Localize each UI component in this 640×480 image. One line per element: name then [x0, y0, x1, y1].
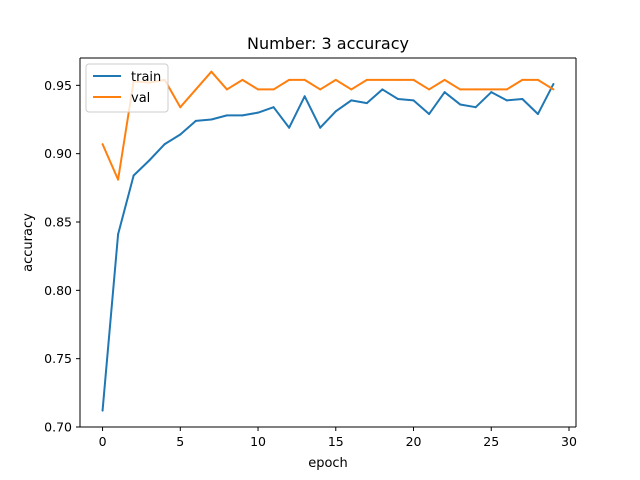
data-point-train — [474, 106, 477, 109]
data-point-train — [288, 126, 291, 129]
y-tick-label: 0.85 — [44, 215, 72, 230]
data-point-val — [412, 78, 415, 81]
y-tick-label: 0.70 — [44, 420, 72, 435]
data-point-train — [319, 126, 322, 129]
data-point-train — [241, 114, 244, 117]
data-point-val — [272, 88, 275, 91]
legend-label-train: train — [131, 70, 161, 85]
data-point-val — [319, 88, 322, 91]
data-point-train — [101, 409, 104, 412]
data-point-train — [552, 82, 555, 85]
data-point-val — [552, 88, 555, 91]
data-point-val — [257, 88, 260, 91]
data-point-val — [210, 70, 213, 73]
series-line-train — [101, 83, 555, 411]
data-point-val — [505, 88, 508, 91]
data-point-val — [350, 88, 353, 91]
x-tick-label: 20 — [406, 434, 422, 449]
data-point-train — [257, 111, 260, 114]
data-point-val — [179, 106, 182, 109]
data-point-val — [428, 88, 431, 91]
series-lines — [101, 70, 555, 412]
data-point-train — [428, 113, 431, 116]
data-point-train — [132, 174, 135, 177]
data-point-val — [241, 78, 244, 81]
data-point-val — [490, 88, 493, 91]
chart-title: Number: 3 accuracy — [247, 34, 409, 53]
data-point-val — [381, 78, 384, 81]
data-point-val — [288, 78, 291, 81]
data-point-val — [334, 78, 337, 81]
data-point-val — [396, 78, 399, 81]
data-point-train — [334, 110, 337, 113]
x-tick-label: 10 — [250, 434, 266, 449]
data-point-val — [225, 88, 228, 91]
series-line-val — [101, 70, 554, 181]
legend: train val — [85, 63, 169, 113]
data-point-train — [179, 133, 182, 136]
data-point-train — [381, 88, 384, 91]
data-point-train — [194, 119, 197, 122]
y-tick-label: 0.90 — [44, 146, 72, 161]
data-point-train — [303, 95, 306, 98]
data-point-train — [505, 99, 508, 102]
plot-background — [80, 58, 576, 427]
x-tick-label: 0 — [99, 434, 107, 449]
data-point-val — [365, 78, 368, 81]
axes-frame — [79, 57, 577, 428]
legend-label-val: val — [131, 91, 150, 106]
data-point-val — [194, 88, 197, 91]
data-point-train — [163, 143, 166, 146]
data-point-train — [272, 106, 275, 109]
data-point-train — [148, 159, 151, 162]
data-point-train — [365, 102, 368, 105]
data-point-val — [536, 78, 539, 81]
data-point-val — [443, 78, 446, 81]
x-axis-label: epoch — [308, 456, 348, 471]
y-tick-label: 0.75 — [44, 351, 72, 366]
x-tick-label: 5 — [176, 434, 184, 449]
data-point-train — [459, 103, 462, 106]
x-tick-label: 25 — [483, 434, 499, 449]
x-tick-label: 30 — [561, 434, 577, 449]
data-point-train — [521, 98, 524, 100]
y-axis-label: accuracy — [21, 213, 36, 272]
data-point-train — [225, 114, 228, 117]
x-axis-ticks: 0 5 10 15 20 25 30 — [99, 427, 577, 449]
data-point-train — [210, 118, 213, 121]
y-tick-label: 0.80 — [44, 283, 72, 298]
data-point-val — [117, 178, 120, 181]
data-point-train — [443, 91, 446, 94]
data-point-val — [521, 78, 524, 81]
data-point-train — [117, 233, 120, 236]
data-point-train — [536, 113, 539, 116]
data-point-train — [490, 91, 493, 94]
y-tick-label: 0.95 — [44, 78, 72, 93]
y-axis-ticks: 0.70 0.75 0.80 0.85 0.90 0.95 — [44, 78, 80, 435]
data-point-val — [101, 143, 104, 146]
data-point-train — [412, 99, 415, 102]
x-tick-label: 15 — [328, 434, 344, 449]
plot-area: 0 5 10 15 20 25 30 0.70 0.75 0.80 0.85 0.90 0.95 — [44, 57, 577, 449]
data-point-train — [350, 99, 353, 102]
data-point-val — [474, 88, 477, 91]
data-point-train — [396, 98, 399, 100]
data-point-val — [459, 88, 462, 91]
data-point-val — [303, 78, 306, 81]
